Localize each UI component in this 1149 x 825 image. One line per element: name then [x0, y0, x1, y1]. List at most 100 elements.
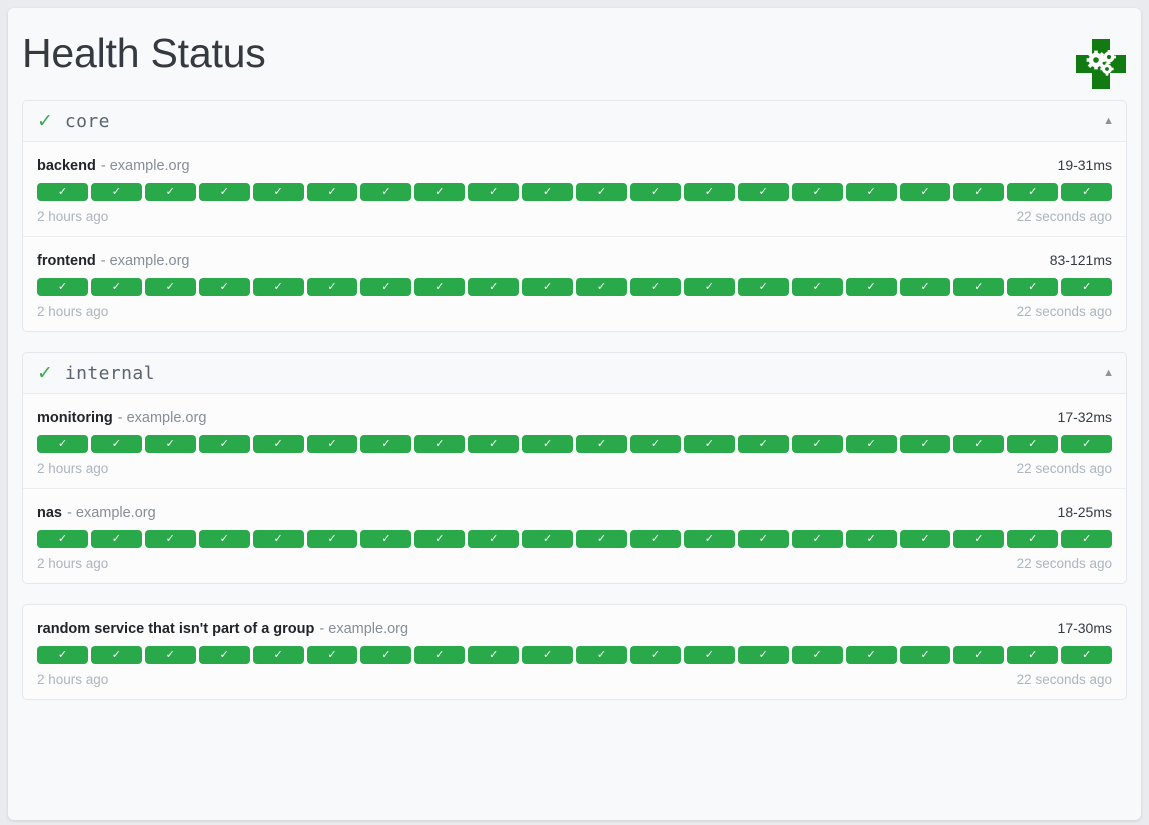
status-pill[interactable]: ✓ — [90, 435, 142, 453]
status-pill[interactable]: ✓ — [1007, 646, 1059, 664]
status-pill[interactable]: ✓ — [252, 183, 304, 201]
status-pill[interactable]: ✓ — [845, 646, 897, 664]
status-pill[interactable]: ✓ — [522, 278, 574, 296]
status-pill[interactable]: ✓ — [306, 530, 358, 548]
status-pill[interactable]: ✓ — [360, 183, 412, 201]
status-pill[interactable]: ✓ — [683, 183, 735, 201]
status-pill[interactable]: ✓ — [414, 646, 466, 664]
status-pill[interactable]: ✓ — [1007, 183, 1059, 201]
status-pill[interactable]: ✓ — [845, 435, 897, 453]
status-pill[interactable]: ✓ — [360, 435, 412, 453]
status-pill[interactable]: ✓ — [683, 646, 735, 664]
status-pill[interactable]: ✓ — [576, 435, 627, 453]
status-pill[interactable]: ✓ — [1061, 530, 1113, 548]
status-pill[interactable]: ✓ — [198, 183, 250, 201]
status-pill[interactable]: ✓ — [198, 646, 250, 664]
status-pill[interactable]: ✓ — [306, 646, 358, 664]
status-pill[interactable]: ✓ — [1061, 278, 1113, 296]
status-pill[interactable]: ✓ — [629, 530, 681, 548]
status-pill[interactable]: ✓ — [252, 530, 304, 548]
status-pill[interactable]: ✓ — [414, 278, 466, 296]
status-pill[interactable]: ✓ — [37, 183, 88, 201]
status-pill[interactable]: ✓ — [683, 278, 735, 296]
status-pill[interactable]: ✓ — [953, 183, 1005, 201]
status-pill[interactable]: ✓ — [629, 435, 681, 453]
status-pill[interactable]: ✓ — [90, 530, 142, 548]
status-pill[interactable]: ✓ — [37, 435, 88, 453]
status-pill[interactable]: ✓ — [629, 183, 681, 201]
status-pill[interactable]: ✓ — [144, 530, 196, 548]
status-pill[interactable]: ✓ — [252, 646, 304, 664]
status-pill[interactable]: ✓ — [522, 530, 574, 548]
status-pill[interactable]: ✓ — [144, 183, 196, 201]
status-pill[interactable]: ✓ — [414, 530, 466, 548]
status-pill[interactable]: ✓ — [252, 435, 304, 453]
status-pill[interactable]: ✓ — [306, 435, 358, 453]
status-pill[interactable]: ✓ — [899, 646, 951, 664]
status-pill[interactable]: ✓ — [37, 278, 88, 296]
service-row[interactable]: nas - example.org 18-25ms ✓ ✓ ✓ ✓ ✓ ✓ ✓ ✓ ✓ ✓ ✓ ✓ ✓ ✓ ✓ ✓ ✓… — [23, 488, 1126, 583]
status-pill[interactable]: ✓ — [360, 278, 412, 296]
status-pill[interactable]: ✓ — [899, 278, 951, 296]
status-pill[interactable]: ✓ — [791, 435, 843, 453]
status-pill[interactable]: ✓ — [144, 646, 196, 664]
status-pill[interactable]: ✓ — [845, 278, 897, 296]
status-pill[interactable]: ✓ — [899, 530, 951, 548]
status-pill[interactable]: ✓ — [522, 435, 574, 453]
status-pill[interactable]: ✓ — [791, 278, 843, 296]
status-pill[interactable]: ✓ — [629, 278, 681, 296]
status-pill[interactable]: ✓ — [90, 183, 142, 201]
status-pill[interactable]: ✓ — [198, 530, 250, 548]
status-pill[interactable]: ✓ — [468, 278, 520, 296]
status-pill[interactable]: ✓ — [198, 435, 250, 453]
status-pill[interactable]: ✓ — [360, 646, 412, 664]
status-pill[interactable]: ✓ — [791, 183, 843, 201]
status-pill[interactable]: ✓ — [953, 530, 1005, 548]
status-pill[interactable]: ✓ — [468, 435, 520, 453]
chevron-up-icon[interactable]: ▲ — [1103, 114, 1114, 127]
status-pill[interactable]: ✓ — [953, 278, 1005, 296]
status-pill[interactable]: ✓ — [1007, 278, 1059, 296]
status-pill[interactable]: ✓ — [1061, 435, 1113, 453]
status-pill[interactable]: ✓ — [737, 530, 789, 548]
status-pill[interactable]: ✓ — [468, 530, 520, 548]
group-header-internal[interactable]: ✓ internal ▲ — [23, 353, 1126, 394]
status-pill[interactable]: ✓ — [737, 183, 789, 201]
status-pill[interactable]: ✓ — [1007, 435, 1059, 453]
service-row[interactable]: frontend - example.org 83-121ms ✓ ✓ ✓ ✓ ✓ ✓ ✓ ✓ ✓ ✓ ✓… — [23, 236, 1126, 331]
status-pill[interactable]: ✓ — [576, 278, 627, 296]
status-pill[interactable]: ✓ — [198, 278, 250, 296]
service-row[interactable]: backend - example.org 19-31ms ✓ ✓ ✓ ✓ ✓ ✓ ✓ ✓ ✓ ✓ ✓ ✓ ✓… — [23, 142, 1126, 236]
status-pill[interactable]: ✓ — [737, 646, 789, 664]
status-pill[interactable]: ✓ — [953, 646, 1005, 664]
status-pill[interactable]: ✓ — [899, 435, 951, 453]
status-pill[interactable]: ✓ — [414, 183, 466, 201]
status-pill[interactable]: ✓ — [1061, 183, 1113, 201]
status-pill[interactable]: ✓ — [845, 183, 897, 201]
status-pill[interactable]: ✓ — [737, 278, 789, 296]
status-pill[interactable]: ✓ — [144, 278, 196, 296]
status-pill[interactable]: ✓ — [522, 646, 574, 664]
status-pill[interactable]: ✓ — [414, 435, 466, 453]
status-pill[interactable]: ✓ — [522, 183, 574, 201]
status-pill[interactable]: ✓ — [683, 530, 735, 548]
status-pill[interactable]: ✓ — [1007, 530, 1059, 548]
status-pill[interactable]: ✓ — [90, 646, 142, 664]
status-pill[interactable]: ✓ — [683, 435, 735, 453]
status-pill[interactable]: ✓ — [953, 435, 1005, 453]
status-pill[interactable]: ✓ — [90, 278, 142, 296]
status-pill[interactable]: ✓ — [791, 646, 843, 664]
group-header-core[interactable]: ✓ core ▲ — [23, 101, 1126, 142]
status-pill[interactable]: ✓ — [576, 530, 627, 548]
status-pill[interactable]: ✓ — [576, 183, 627, 201]
service-row[interactable]: random service that isn't part of a grou… — [23, 605, 1126, 699]
chevron-up-icon[interactable]: ▲ — [1103, 366, 1114, 379]
status-pill[interactable]: ✓ — [791, 530, 843, 548]
status-pill[interactable]: ✓ — [37, 646, 88, 664]
status-pill[interactable]: ✓ — [252, 278, 304, 296]
service-row[interactable]: monitoring - example.org 17-32ms ✓ ✓ ✓ ✓ ✓ ✓ ✓ ✓ ✓ ✓… — [23, 394, 1126, 488]
status-pill[interactable]: ✓ — [576, 646, 627, 664]
status-pill[interactable]: ✓ — [845, 530, 897, 548]
status-pill[interactable]: ✓ — [1061, 646, 1113, 664]
status-pill[interactable]: ✓ — [468, 183, 520, 201]
